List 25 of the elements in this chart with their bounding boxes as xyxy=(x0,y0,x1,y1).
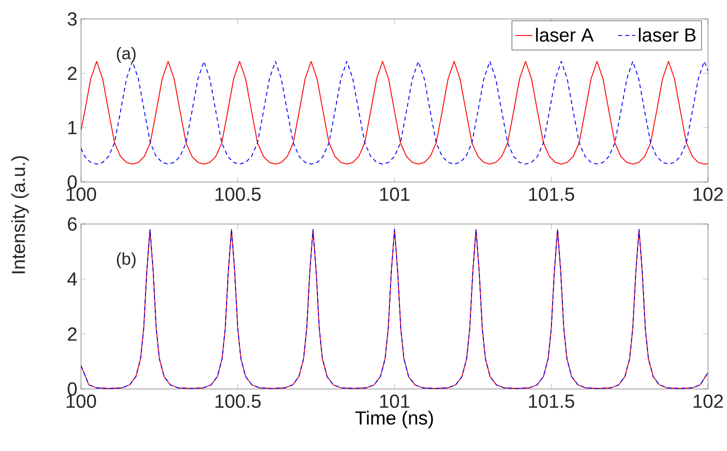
y-tick-label: 6 xyxy=(68,217,77,231)
x-tick-label: 100.5 xyxy=(216,394,261,408)
x-tick-label: 101 xyxy=(380,394,410,408)
legend-label: laser A xyxy=(536,28,594,42)
y-axis-title: Intensity (a.u.) xyxy=(11,156,29,274)
y-tick-label: 3 xyxy=(68,12,77,26)
y-tick-label: 1 xyxy=(68,121,77,134)
y-tick-label: 0 xyxy=(68,382,77,396)
y-tick-label: 2 xyxy=(68,327,77,341)
y-tick-label: 0 xyxy=(68,175,77,189)
x-tick-label: 100.5 xyxy=(216,188,261,201)
x-tick-label: 100 xyxy=(66,188,96,201)
annotation: (b) xyxy=(116,252,136,268)
legend-label: laser B xyxy=(638,28,696,42)
y-tick-label: 2 xyxy=(68,66,77,80)
x-tick-label: 101 xyxy=(380,188,410,201)
x-tick-label: 102 xyxy=(694,394,723,408)
annotation: (a) xyxy=(116,46,136,63)
x-tick-label: 102 xyxy=(694,188,723,201)
x-axis-title: Time (ns) xyxy=(355,410,433,428)
x-tick-label: 101.5 xyxy=(529,188,574,201)
x-tick-label: 100 xyxy=(66,394,96,408)
line-series xyxy=(81,229,708,389)
y-tick-label: 4 xyxy=(67,272,77,286)
x-tick-label: 101.5 xyxy=(529,394,574,408)
